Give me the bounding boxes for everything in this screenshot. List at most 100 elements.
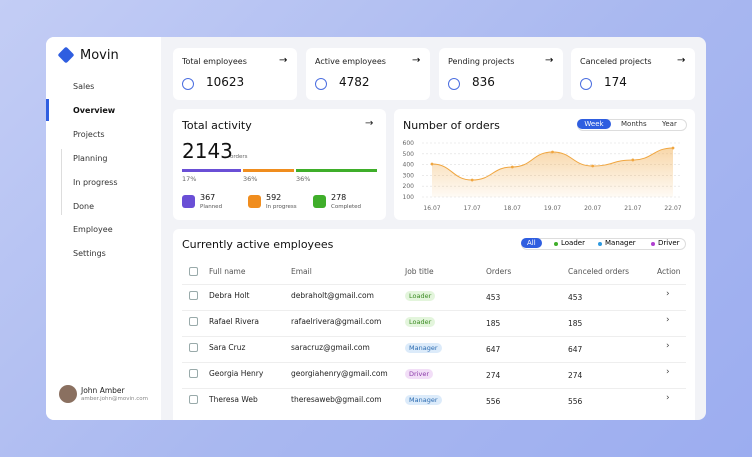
- y-tick-label: 300: [403, 172, 415, 179]
- filter-dot: [554, 242, 558, 246]
- arrow[interactable]: →: [365, 118, 374, 129]
- orders-card: Number of orders Week Months Year 100 200…: [394, 109, 695, 220]
- nav-item[interactable]: Settings: [73, 249, 106, 258]
- nav-subitem[interactable]: In progress: [73, 178, 118, 187]
- stat-value: 10623: [206, 75, 245, 89]
- share-bar: [296, 169, 377, 172]
- nav-subitem[interactable]: Planning: [73, 154, 108, 163]
- stat-card: Active employees → 4782: [306, 48, 430, 100]
- y-tick-label: 200: [403, 183, 415, 190]
- stat-card: Canceled projects → 174: [571, 48, 695, 100]
- cell: Rafael Rivera: [209, 317, 259, 326]
- cell: Sara Cruz: [209, 343, 246, 352]
- row-action[interactable]: ›: [666, 315, 670, 325]
- filter[interactable]: Loader: [561, 239, 585, 247]
- x-tick-label: 16.07: [423, 205, 440, 212]
- filter[interactable]: All: [521, 238, 542, 248]
- arrow[interactable]: →: [677, 55, 686, 66]
- cell: 274: [486, 371, 501, 380]
- column-header[interactable]: Email: [291, 267, 312, 276]
- column-header[interactable]: Full name: [209, 267, 246, 276]
- item-label: Planned: [200, 204, 223, 210]
- tree-line: [61, 149, 62, 215]
- point: [551, 150, 554, 154]
- brand: Movin: [80, 48, 119, 63]
- cell: Georgia Henry: [209, 369, 264, 378]
- y-tick-label: 400: [403, 162, 415, 169]
- tab[interactable]: Months: [621, 120, 647, 128]
- job-tag: Manager: [405, 395, 442, 405]
- tab[interactable]: Year: [662, 120, 677, 128]
- stat-label: Active employees: [315, 57, 386, 66]
- y-tick-label: 500: [403, 151, 415, 158]
- stat-icon: [448, 78, 460, 90]
- nav-item[interactable]: Employee: [73, 225, 113, 234]
- stat-label: Total employees: [182, 57, 247, 66]
- point: [631, 158, 635, 162]
- nav-item[interactable]: Overview: [73, 106, 116, 115]
- filter[interactable]: Manager: [605, 239, 636, 247]
- tab[interactable]: Week: [577, 119, 611, 129]
- column-header[interactable]: Orders: [486, 267, 512, 276]
- row-action[interactable]: ›: [666, 289, 670, 299]
- checkbox[interactable]: [189, 267, 198, 276]
- item-icon: [248, 195, 261, 208]
- x-tick-label: 18.07: [504, 205, 521, 212]
- y-tick-label: 100: [403, 194, 415, 201]
- row-divider: [182, 362, 686, 363]
- stat-icon: [182, 78, 194, 90]
- filter-dot: [598, 242, 602, 246]
- active-indicator: [46, 99, 49, 121]
- nav-item[interactable]: Projects: [73, 130, 105, 139]
- filter-dot: [651, 242, 655, 246]
- checkbox[interactable]: [189, 395, 198, 404]
- cell: 453: [568, 293, 583, 302]
- column-header[interactable]: Job title: [405, 267, 434, 276]
- checkbox[interactable]: [189, 317, 198, 326]
- cell: debraholt@gmail.com: [291, 291, 374, 300]
- x-tick-label: 19.07: [544, 205, 561, 212]
- stat-card: Pending projects → 836: [439, 48, 563, 100]
- row-action[interactable]: ›: [666, 341, 670, 351]
- arrow[interactable]: →: [279, 55, 288, 66]
- item-label: In progress: [266, 204, 297, 210]
- checkbox[interactable]: [189, 343, 198, 352]
- point: [510, 165, 514, 169]
- item-value: 592: [266, 193, 282, 202]
- cell: 556: [486, 397, 501, 406]
- activity-card: Total activity → 2143 orders 17% 36% 36%…: [173, 109, 386, 220]
- area: [432, 147, 673, 197]
- user-email: amber.john@movin.com: [81, 396, 148, 402]
- x-tick-label: 17.07: [464, 205, 481, 212]
- checkbox[interactable]: [189, 291, 198, 300]
- cell: Theresa Web: [209, 395, 258, 404]
- employees-card: Currently active employees All Loader Ma…: [173, 229, 695, 420]
- point: [470, 178, 474, 182]
- column-header[interactable]: Action: [657, 267, 681, 276]
- stat-icon: [580, 78, 592, 90]
- user-name: John Amber: [81, 386, 125, 395]
- row-action[interactable]: ›: [666, 393, 670, 403]
- item-icon: [313, 195, 326, 208]
- cell: saracruz@gmail.com: [291, 343, 370, 352]
- cell: 647: [568, 345, 583, 354]
- point: [591, 164, 595, 168]
- cell: 556: [568, 397, 583, 406]
- cell: 185: [568, 319, 583, 328]
- column-header[interactable]: Canceled orders: [568, 267, 630, 276]
- avatar: [59, 385, 77, 403]
- nav-subitem[interactable]: Done: [73, 202, 95, 211]
- nav-item[interactable]: Sales: [73, 82, 95, 91]
- point: [671, 146, 675, 150]
- checkbox[interactable]: [189, 369, 198, 378]
- orders-chart: 100 200 300 400 500 600 16.07 17.07 18.07 19.07 20…: [403, 140, 682, 212]
- arrow[interactable]: →: [545, 55, 554, 66]
- filter[interactable]: Driver: [658, 239, 680, 247]
- job-tag: Manager: [405, 343, 442, 353]
- stat-label: Canceled projects: [580, 57, 652, 66]
- job-tag: Loader: [405, 291, 436, 301]
- cell: 274: [568, 371, 583, 380]
- row-action[interactable]: ›: [666, 367, 670, 377]
- arrow[interactable]: →: [412, 55, 421, 66]
